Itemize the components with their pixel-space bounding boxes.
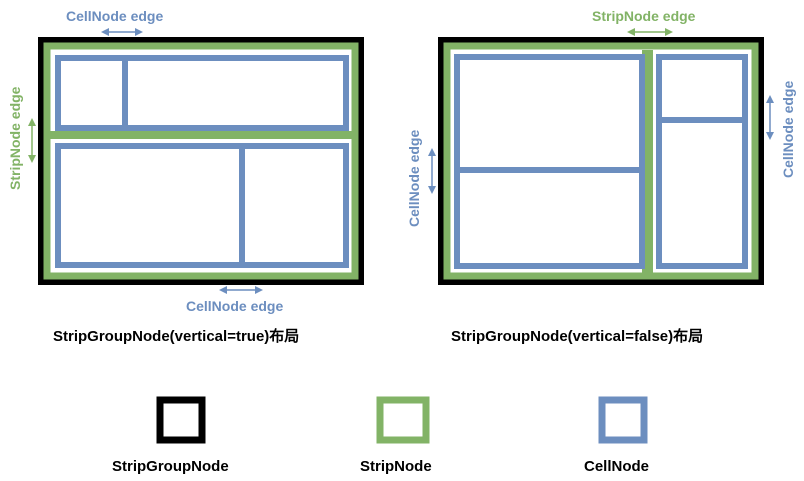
legend-label-cell-node: CellNode (584, 458, 649, 475)
left-top-cell-1 (55, 55, 128, 131)
right-caption: StripGroupNode(vertical=false)布局 (451, 327, 703, 345)
legend-label-strip-node: StripNode (360, 458, 432, 475)
legend-swatch-cell-node (598, 396, 648, 444)
right-right-cell-2 (656, 117, 748, 269)
right-left-cellnode-label: CellNode edge (406, 130, 422, 227)
left-top-cellnode-label: CellNode edge (66, 8, 163, 24)
right-diagram: StripNode edge CellNode edge CellNode ed… (406, 8, 796, 345)
right-strip-node-frame (443, 42, 759, 280)
left-bottom-cell-1 (55, 143, 245, 268)
left-caption: StripGroupNode(vertical=true)布局 (53, 327, 299, 345)
left-diagram: CellNode edge StripNode edge CellNode ed… (7, 8, 364, 345)
legend-swatch-strip-node (376, 396, 430, 444)
left-bottom-cellnode-label: CellNode edge (186, 298, 283, 314)
left-strip-node-frame (43, 42, 359, 280)
right-right-cell-1 (656, 54, 748, 123)
right-top-stripnode-label: StripNode edge (592, 8, 696, 24)
legend-label-strip-group-node: StripGroupNode (112, 458, 229, 475)
right-strip-group-node (438, 37, 764, 285)
left-top-cell-2 (122, 55, 349, 131)
left-strip-divider (50, 131, 352, 139)
right-left-cell-2 (454, 167, 645, 269)
left-side-stripnode-label: StripNode edge (7, 86, 23, 190)
legend-swatch-strip-group-node (156, 396, 206, 444)
right-left-cell-1 (454, 54, 645, 173)
left-strip-group-node (38, 37, 364, 285)
legend: StripGroupNode StripNode CellNode (112, 396, 649, 475)
left-bottom-cell-2 (239, 143, 349, 268)
right-strip-divider (642, 50, 653, 273)
right-right-cellnode-label: CellNode edge (780, 81, 796, 178)
